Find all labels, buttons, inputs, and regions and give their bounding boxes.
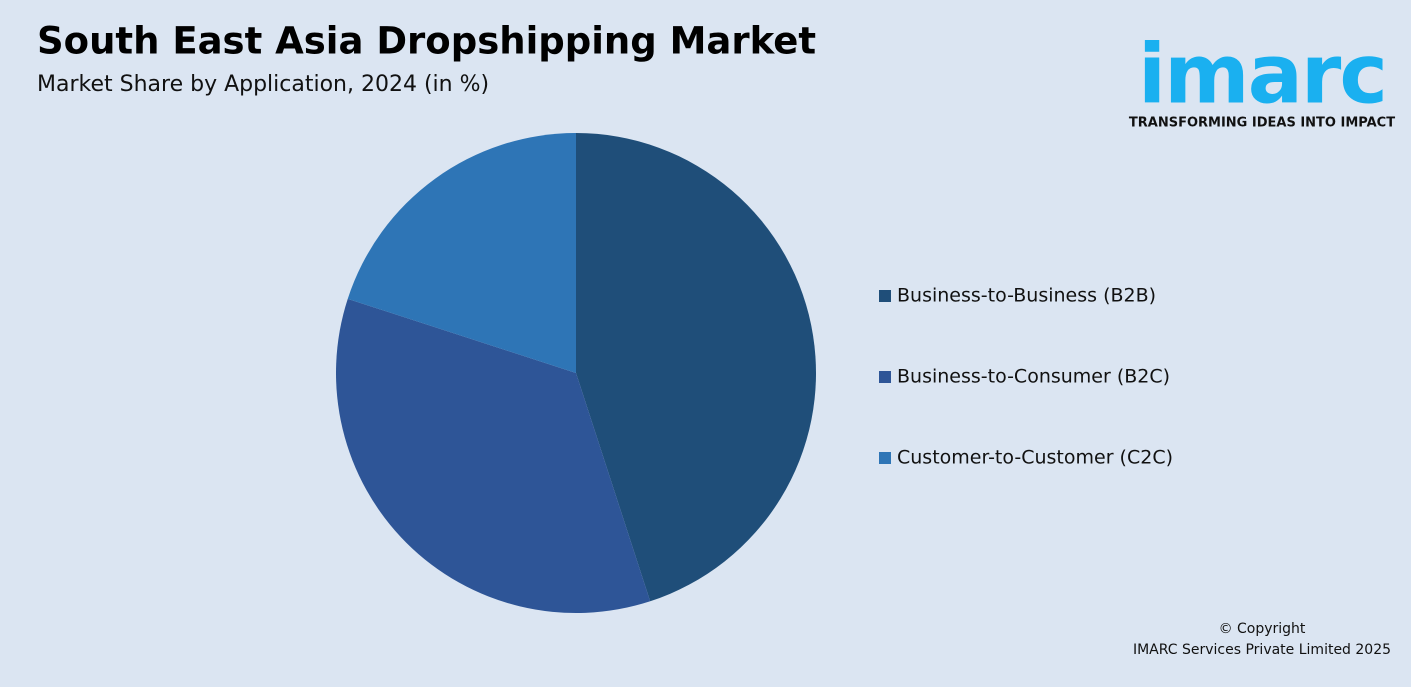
legend-label: Business-to-Business (B2B): [897, 285, 1156, 307]
pie-slice: [347, 133, 576, 373]
legend-swatch: [879, 290, 891, 302]
copyright: © Copyright: [1219, 621, 1306, 637]
pie-slice: [335, 298, 651, 614]
brand-logo: imarc: [1138, 27, 1386, 122]
brand-tagline: TRANSFORMING IDEAS INTO IMPACT: [1129, 116, 1395, 131]
legend-swatch: [879, 452, 891, 464]
legend-swatch: [879, 371, 891, 383]
chart-title: South East Asia Dropshipping Market: [37, 20, 816, 63]
pie-slice: [576, 133, 816, 602]
legend-label: Business-to-Consumer (B2C): [897, 366, 1170, 388]
legend-label: Customer-to-Customer (C2C): [897, 447, 1173, 469]
chart-subtitle: Market Share by Application, 2024 (in %): [37, 72, 489, 97]
company: IMARC Services Private Limited 2025: [1133, 642, 1391, 658]
